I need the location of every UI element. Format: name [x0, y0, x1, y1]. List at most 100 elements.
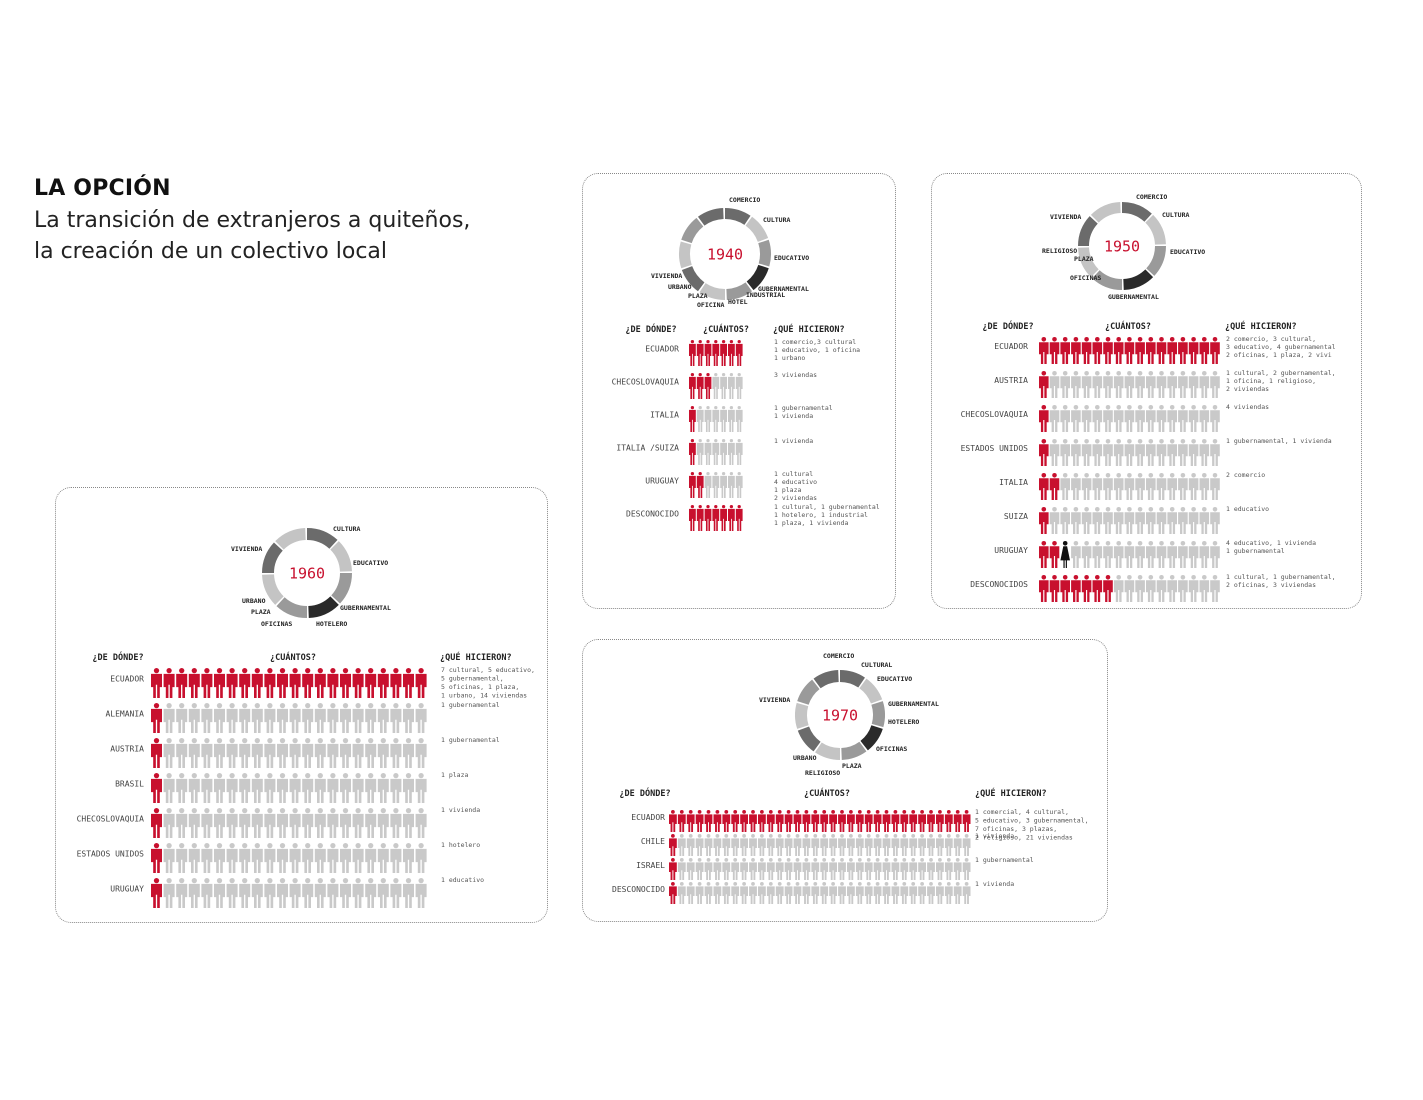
donut-segment	[1122, 202, 1152, 222]
donut-ring	[795, 670, 885, 760]
person-icon	[151, 843, 162, 873]
person-icon	[900, 834, 909, 856]
person-icon	[302, 703, 314, 733]
person-icon	[713, 858, 722, 880]
donut-label: RELIGIOSO	[1042, 247, 1077, 255]
donut-segment	[681, 217, 704, 244]
donut-label: COMERCIO	[823, 652, 854, 660]
person-icon	[151, 773, 162, 803]
person-icon	[735, 340, 743, 366]
activity-line: 1 gubernamental, 1 vivienda	[1226, 437, 1332, 445]
table-row: DESCONOCIDO 1 vivienda	[612, 880, 1014, 904]
person-icon	[722, 810, 731, 832]
donut-label: OFICINAS	[261, 620, 292, 628]
person-icon	[802, 882, 811, 904]
table-row: ITALIA 2 comercio	[999, 471, 1265, 500]
person-icon	[720, 505, 727, 531]
person-icon	[873, 834, 882, 856]
activity-line: 1 plaza	[774, 486, 801, 494]
person-icon	[927, 810, 935, 832]
person-icon	[201, 843, 213, 873]
person-icon	[1081, 337, 1092, 364]
donut-label: HOTELERO	[316, 620, 347, 628]
donut-label: EDUCATIVO	[774, 254, 809, 262]
person-icon	[1146, 337, 1156, 364]
person-icon	[712, 373, 720, 399]
person-icon	[882, 810, 891, 832]
person-icon	[696, 406, 704, 432]
person-icon	[802, 834, 811, 856]
person-icon	[704, 882, 713, 904]
person-icon	[1060, 507, 1070, 534]
person-icon	[1167, 371, 1177, 398]
person-icon	[1124, 371, 1135, 398]
person-icon	[689, 406, 696, 432]
person-icon	[1146, 439, 1156, 466]
donut-segment	[746, 264, 769, 291]
person-icon	[820, 882, 829, 904]
table-row: CHECOSLOVAQUIA 4 viviendas	[961, 403, 1269, 432]
person-icon	[1135, 507, 1145, 534]
person-icon	[314, 668, 326, 698]
person-icon	[340, 773, 351, 803]
donut-label: CULTURA	[1162, 211, 1189, 219]
person-icon	[1071, 473, 1081, 500]
person-icon	[264, 738, 276, 768]
person-icon	[1199, 473, 1210, 500]
person-icon	[176, 668, 188, 698]
person-icon	[695, 882, 704, 904]
person-icon	[365, 738, 377, 768]
person-icon	[873, 810, 882, 832]
person-icon	[1039, 337, 1049, 364]
activity-line: 1 educativo	[1226, 505, 1269, 513]
person-icon	[1124, 405, 1135, 432]
activity-line: 4 viviendas	[1226, 403, 1269, 411]
person-icon	[696, 439, 704, 465]
person-icon	[1060, 473, 1070, 500]
person-icon	[936, 858, 944, 880]
person-icon	[314, 738, 326, 768]
country-label: ECUADOR	[631, 813, 665, 822]
country-label: ECUADOR	[110, 675, 144, 684]
activity-line: 3 viviendas	[774, 371, 817, 379]
person-icon	[731, 810, 740, 832]
person-icon	[1071, 405, 1081, 432]
person-icon	[775, 882, 784, 904]
person-icon	[704, 505, 712, 531]
person-icon	[201, 773, 213, 803]
person-icon	[1081, 541, 1092, 568]
donut-label: PLAZA	[251, 608, 271, 616]
person-icon	[214, 808, 225, 838]
donut-segment	[797, 679, 820, 705]
person-icon	[1167, 439, 1177, 466]
col-header-activity: ¿QUÉ HICIERON?	[773, 323, 845, 335]
person-icon	[712, 439, 720, 465]
person-icon	[758, 858, 766, 880]
person-icon	[289, 738, 301, 768]
person-icon	[163, 773, 175, 803]
person-icon	[239, 773, 251, 803]
person-icon	[873, 858, 882, 880]
donut-label: PLAZA	[842, 762, 862, 770]
person-icon	[1210, 473, 1220, 500]
donut-segment	[331, 573, 352, 604]
table-row: CHECOSLOVAQUIA 1 vivienda	[77, 806, 480, 838]
activity-line: 1 vivienda	[774, 412, 813, 420]
table-row: ECUADOR 1 comercial, 4 cultural,5 educati…	[631, 808, 1088, 842]
person-icon	[1156, 371, 1167, 398]
year-label: 1940	[707, 245, 743, 263]
person-icon	[201, 878, 213, 908]
person-icon	[1188, 439, 1199, 466]
country-label: ISRAEL	[636, 861, 665, 870]
chart-1940: 1940 COMERCIO CULTURA EDUCATIVO GUBERNAMENTA…	[612, 196, 880, 531]
person-icon	[712, 505, 720, 531]
person-icon	[936, 810, 944, 832]
person-icon	[766, 858, 775, 880]
activity-line: 1 educativo	[441, 876, 484, 884]
table-row: AUSTRIA 1 gubernamental	[110, 736, 500, 768]
person-icon	[1135, 541, 1145, 568]
person-icon	[377, 738, 389, 768]
person-icon	[1113, 337, 1124, 364]
person-icon	[365, 773, 377, 803]
person-icon	[352, 843, 364, 873]
